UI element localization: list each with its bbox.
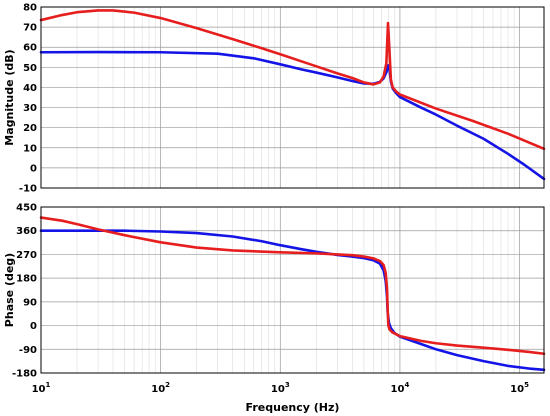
x-tick-label: 104: [391, 381, 410, 395]
phase-series-2-line: [39, 216, 546, 356]
y-tick-label: 360: [16, 226, 37, 237]
magnitude-panel: -10 0 10 20 30 40 50 60 70 80 Magnitude (dB): [3, 3, 546, 195]
frequency-axis: 101 102 103 104 105 Frequency (Hz): [32, 381, 530, 414]
magnitude-axis-title: Magnitude (dB): [3, 49, 16, 145]
magnitude-series-2-line: [39, 9, 546, 151]
y-tick-label: 20: [23, 123, 37, 134]
y-tick-label: 0: [30, 163, 37, 174]
magnitude-series-1-line: [39, 50, 546, 181]
y-tick-label: 180: [16, 274, 37, 285]
y-tick-label: 450: [16, 203, 37, 214]
magnitude-frame: [40, 6, 545, 189]
y-tick-label: 90: [23, 297, 37, 308]
x-axis-title: Frequency (Hz): [246, 401, 340, 414]
y-tick-label: 0: [30, 321, 37, 332]
y-tick-label: 50: [23, 63, 37, 74]
y-tick-label: 10: [23, 143, 37, 154]
y-tick-label: -10: [19, 184, 37, 195]
x-tick-label: 101: [32, 381, 51, 395]
x-tick-label: 103: [271, 381, 290, 395]
y-tick-label: 30: [23, 103, 37, 114]
phase-panel: -180 -90 0 90 180 270 360 450 Phase (deg): [3, 203, 546, 380]
y-tick-label: 80: [23, 3, 37, 14]
phase-axis-title: Phase (deg): [3, 253, 16, 327]
x-tick-label: 105: [510, 381, 529, 395]
phase-frame: [40, 206, 545, 374]
y-tick-label: 70: [23, 23, 37, 34]
y-tick-label: -180: [12, 369, 37, 380]
y-tick-label: -90: [19, 345, 37, 356]
y-tick-label: 40: [23, 83, 37, 94]
x-tick-label: 102: [151, 381, 170, 395]
phase-series-1-line: [39, 229, 546, 372]
y-tick-label: 270: [16, 250, 37, 261]
y-tick-label: 60: [23, 43, 37, 54]
